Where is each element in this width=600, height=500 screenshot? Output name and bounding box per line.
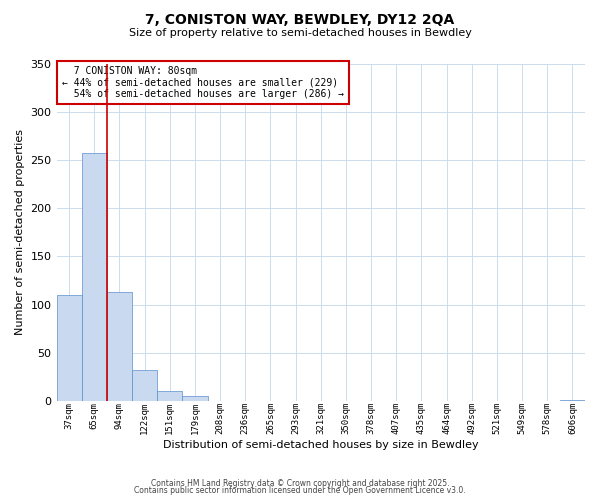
Text: 7 CONISTON WAY: 80sqm
← 44% of semi-detached houses are smaller (229)
  54% of s: 7 CONISTON WAY: 80sqm ← 44% of semi-deta…	[62, 66, 344, 99]
Bar	[82, 152, 107, 401]
Y-axis label: Number of semi-detached properties: Number of semi-detached properties	[15, 130, 25, 336]
Text: Contains HM Land Registry data © Crown copyright and database right 2025.: Contains HM Land Registry data © Crown c…	[151, 478, 449, 488]
Bar	[132, 370, 157, 401]
Text: Size of property relative to semi-detached houses in Bewdley: Size of property relative to semi-detach…	[128, 28, 472, 38]
Text: Contains public sector information licensed under the Open Government Licence v3: Contains public sector information licen…	[134, 486, 466, 495]
Bar	[560, 400, 585, 401]
X-axis label: Distribution of semi-detached houses by size in Bewdley: Distribution of semi-detached houses by …	[163, 440, 479, 450]
Bar	[182, 396, 208, 401]
Bar	[107, 292, 132, 401]
Bar	[157, 391, 182, 401]
Text: 7, CONISTON WAY, BEWDLEY, DY12 2QA: 7, CONISTON WAY, BEWDLEY, DY12 2QA	[145, 12, 455, 26]
Bar	[56, 295, 82, 401]
